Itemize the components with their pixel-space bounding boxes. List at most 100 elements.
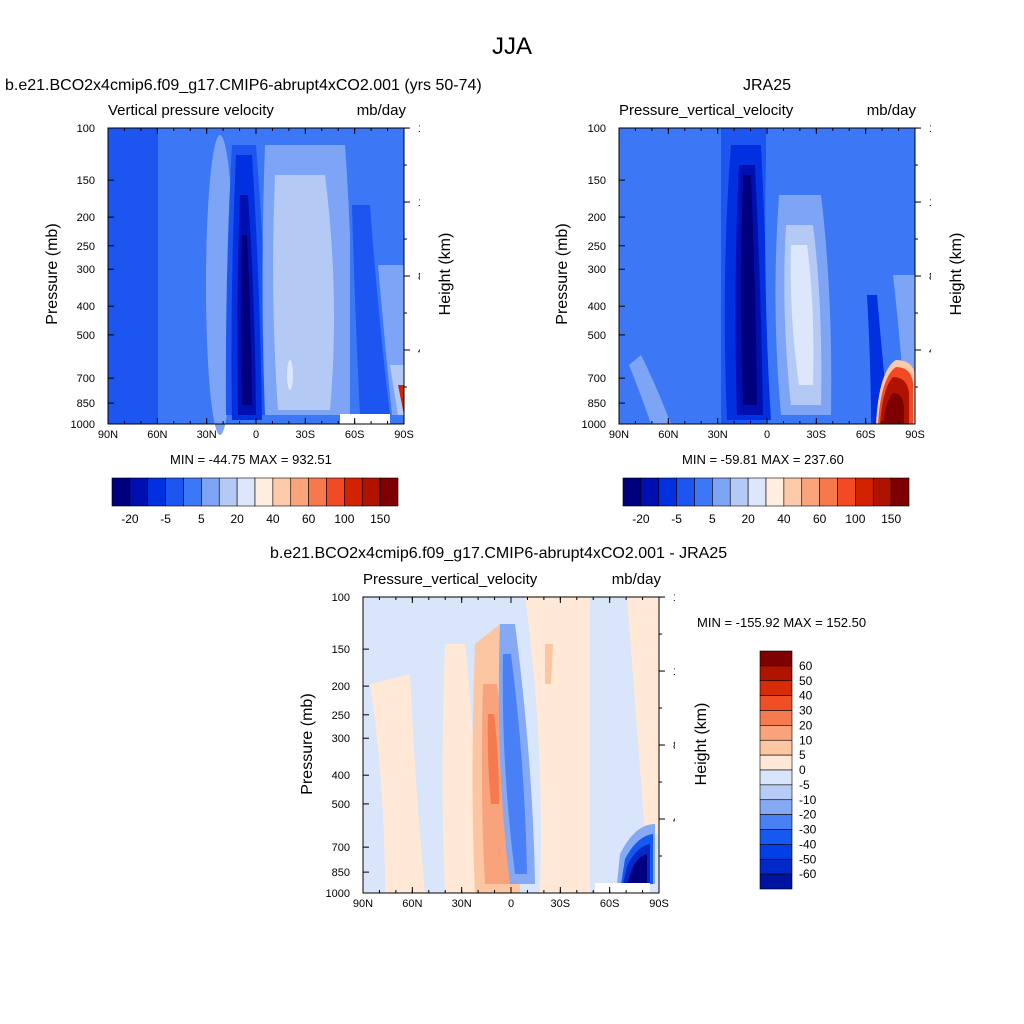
panel1-y-ticks: 100 150 200 250 300 400 500 700 850 1000 bbox=[71, 123, 114, 431]
colorbar-swatch bbox=[759, 695, 793, 711]
colorbar-swatch bbox=[147, 477, 166, 507]
y-tick-label: 100 bbox=[332, 592, 350, 604]
colorbar-swatch bbox=[890, 477, 910, 507]
y-tick-label: 400 bbox=[77, 301, 95, 313]
panel2-contours bbox=[619, 128, 915, 424]
panel1-variable-label: Vertical pressure velocity bbox=[108, 102, 274, 119]
y-tick-label: 1000 bbox=[71, 419, 95, 431]
y-tick-label: 300 bbox=[588, 264, 606, 276]
colorbar-label: 40 bbox=[266, 512, 280, 526]
panel3-neg-inner bbox=[502, 654, 527, 874]
colorbar-label: -20 bbox=[799, 808, 817, 822]
x-tick-label: 0 bbox=[508, 898, 514, 910]
panel1-stats: MIN = -44.75 MAX = 932.51 bbox=[170, 452, 332, 467]
colorbar-label: -40 bbox=[799, 837, 817, 851]
figure-title: JJA bbox=[491, 33, 532, 60]
panel2-stats: MIN = -59.81 MAX = 237.60 bbox=[682, 452, 844, 467]
colorbar-label: 60 bbox=[799, 659, 813, 673]
colorbar-swatch bbox=[254, 477, 274, 507]
panel3-pos-south bbox=[545, 644, 553, 684]
y-right-tick-label: 4 bbox=[929, 345, 931, 357]
y-tick-label: 850 bbox=[332, 867, 350, 879]
panel3-mask bbox=[595, 883, 650, 893]
x-tick-label: 30S bbox=[296, 429, 316, 441]
colorbar-label: -50 bbox=[799, 852, 817, 866]
colorbar-label: -30 bbox=[799, 823, 817, 837]
x-tick-label: 60S bbox=[600, 898, 620, 910]
colorbar-swatch bbox=[759, 858, 793, 875]
colorbar-swatch bbox=[290, 477, 309, 507]
y-right-tick-label: 4 bbox=[673, 814, 675, 826]
colorbar-swatch bbox=[640, 477, 660, 507]
y-right-tick-label: 4 bbox=[418, 345, 420, 357]
colorbar-swatch bbox=[819, 477, 838, 507]
colorbar-swatch bbox=[759, 814, 793, 830]
colorbar-label: 60 bbox=[302, 512, 316, 526]
y-right-tick-label: 8 bbox=[673, 740, 675, 752]
panel2-y-ticks: 100 150 200 250 300 400 500 700 850 1000 bbox=[582, 123, 625, 431]
colorbar-label: 5 bbox=[799, 748, 806, 762]
y-tick-label: 300 bbox=[77, 264, 95, 276]
panel2-red-4 bbox=[883, 393, 904, 424]
y-right-tick-label: 16 bbox=[418, 123, 420, 135]
panel3-units: mb/day bbox=[611, 571, 661, 588]
panel3-x-ticks: 90N 60N 30N 0 30S 60S 90S bbox=[353, 597, 669, 910]
colorbar-swatch bbox=[759, 650, 793, 667]
x-tick-label: 90S bbox=[905, 429, 925, 441]
panel2-colorbar: -20 -5 5 20 40 60 100 150 bbox=[622, 477, 910, 526]
panel1-y-right-ticks: 4 8 12 16 bbox=[404, 123, 420, 388]
y-right-tick-label: 8 bbox=[418, 271, 420, 283]
y-tick-label: 300 bbox=[332, 733, 350, 745]
colorbar-swatch bbox=[759, 665, 793, 682]
colorbar-swatch bbox=[759, 769, 793, 786]
colorbar-label: -5 bbox=[160, 512, 171, 526]
panel2-y-right-ticks: 4 8 12 16 bbox=[915, 123, 931, 388]
colorbar-swatch bbox=[765, 477, 785, 507]
colorbar-swatch bbox=[759, 844, 793, 860]
colorbar-swatch bbox=[759, 754, 793, 771]
colorbar-label: 100 bbox=[334, 512, 354, 526]
y-tick-label: 150 bbox=[332, 644, 350, 656]
colorbar-label: 5 bbox=[198, 512, 205, 526]
panel2-x-ticks: 90N 60N 30N 0 30S 60S 90S bbox=[609, 128, 925, 441]
panel1-plot: 90N 60N 30N 0 30S 60S 90S 100 150 200 250 300 400 50… bbox=[71, 123, 420, 441]
panel1-contours bbox=[108, 128, 404, 435]
colorbar-swatch bbox=[379, 477, 399, 507]
panel3-y-right-ticks: 4 8 12 16 bbox=[659, 592, 675, 857]
x-tick-label: 90S bbox=[649, 898, 669, 910]
panel1-field-north bbox=[108, 128, 158, 424]
colorbar-label: -20 bbox=[121, 512, 139, 526]
y-tick-label: 250 bbox=[332, 710, 350, 722]
x-tick-label: 90N bbox=[98, 429, 118, 441]
colorbar-swatch bbox=[729, 477, 749, 507]
colorbar-label: 20 bbox=[799, 718, 813, 732]
colorbar-label: -60 bbox=[799, 867, 817, 881]
colorbar-swatch bbox=[712, 477, 731, 507]
y-tick-label: 850 bbox=[588, 398, 606, 410]
colorbar-swatch bbox=[676, 477, 695, 507]
colorbar-label: -10 bbox=[799, 793, 817, 807]
colorbar-swatch bbox=[694, 477, 713, 507]
colorbar-swatch bbox=[855, 477, 874, 507]
colorbar-swatch bbox=[236, 477, 256, 507]
panel3-variable-label: Pressure_vertical_velocity bbox=[363, 571, 538, 588]
y-right-tick-label: 16 bbox=[673, 592, 675, 604]
colorbar-swatch bbox=[361, 477, 381, 507]
colorbar-swatch bbox=[111, 477, 131, 507]
y-tick-label: 200 bbox=[332, 681, 350, 693]
colorbar-label: 10 bbox=[799, 733, 813, 747]
panel1-mask bbox=[340, 414, 390, 424]
y-tick-label: 850 bbox=[77, 398, 95, 410]
colorbar-swatch bbox=[165, 477, 184, 507]
colorbar-swatch bbox=[801, 477, 820, 507]
panel1-ylabel-right: Height (km) bbox=[437, 232, 454, 316]
colorbar-label: 30 bbox=[799, 704, 813, 718]
x-tick-label: 30N bbox=[708, 429, 728, 441]
panel1-south-blue bbox=[352, 205, 390, 415]
x-tick-label: 0 bbox=[253, 429, 259, 441]
panel3-stats: MIN = -155.92 MAX = 152.50 bbox=[697, 615, 867, 630]
colorbar-label: -20 bbox=[632, 512, 650, 526]
panel1-band-core bbox=[241, 235, 252, 405]
panel1-title: b.e21.BCO2x4cmip6.f09_g17.CMIP6-abrupt4x… bbox=[5, 77, 482, 94]
colorbar-swatch bbox=[218, 477, 238, 507]
